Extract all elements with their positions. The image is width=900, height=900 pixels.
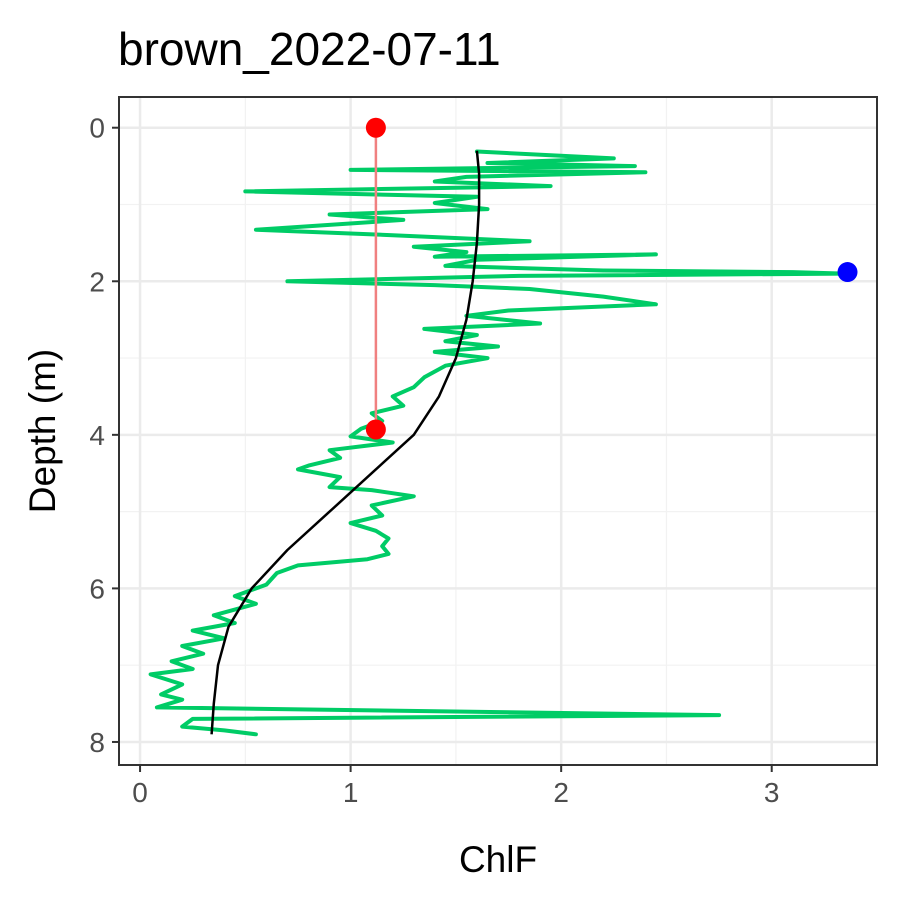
- profile-line: [148, 149, 848, 737]
- x-tick-label: 3: [764, 777, 780, 808]
- y-axis-title: Depth (m): [22, 349, 63, 513]
- y-tick-label: 0: [89, 113, 105, 144]
- panel-border: [118, 96, 878, 766]
- series-layer: [148, 117, 858, 737]
- x-tick-label: 1: [343, 777, 359, 808]
- ticks-layer: 0 1 2 3 0 2 4 6 8: [89, 113, 779, 808]
- grid-major: [119, 97, 877, 765]
- chart-title: brown_2022-07-11: [118, 23, 501, 75]
- x-axis-title: ChlF: [459, 839, 537, 880]
- segment-point: [365, 419, 386, 440]
- y-tick-label: 8: [89, 727, 105, 758]
- segment-point: [365, 117, 386, 138]
- x-tick-label: 0: [132, 777, 148, 808]
- y-tick-label: 6: [89, 573, 105, 604]
- y-tick-label: 2: [89, 266, 105, 297]
- max-point: [837, 262, 858, 283]
- x-tick-label: 2: [553, 777, 569, 808]
- y-tick-label: 4: [89, 420, 105, 451]
- grid-minor: [119, 97, 877, 765]
- fit-curve: [210, 150, 481, 735]
